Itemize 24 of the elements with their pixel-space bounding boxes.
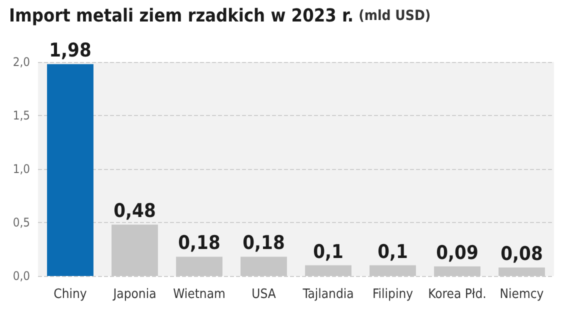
data-label: 0,48 — [114, 200, 156, 222]
x-tick-label: Wietnam — [173, 287, 226, 302]
data-label: 0,09 — [436, 242, 478, 264]
x-tick-label: Chiny — [54, 287, 87, 302]
data-label: 0,18 — [178, 232, 220, 254]
y-tick-label: 1,0 — [12, 162, 30, 176]
data-label: 0,1 — [378, 240, 408, 263]
x-tick-label: Korea Płd. — [428, 287, 486, 302]
y-tick-label: 0,5 — [12, 216, 30, 230]
chart-title: Import metali ziem rzadkich w 2023 r. — [9, 6, 354, 26]
y-tick-label: 0,0 — [12, 269, 30, 283]
data-label: 1,98 — [49, 40, 92, 62]
y-tick-label: 2,0 — [12, 55, 30, 69]
x-tick-label: Niemcy — [500, 287, 544, 302]
data-label: 0,08 — [500, 242, 543, 265]
x-tick-label: Tajlandia — [302, 287, 354, 302]
y-tick-label: 1,5 — [12, 108, 30, 122]
x-tick-label: USA — [252, 287, 276, 302]
data-label: 0,1 — [313, 240, 344, 263]
chart-subtitle: (mld USD) — [358, 8, 431, 24]
x-tick-label: Filipiny — [372, 287, 414, 302]
x-tick-label: Japonia — [112, 287, 156, 302]
bar — [47, 64, 94, 276]
data-label: 0,18 — [242, 232, 285, 254]
